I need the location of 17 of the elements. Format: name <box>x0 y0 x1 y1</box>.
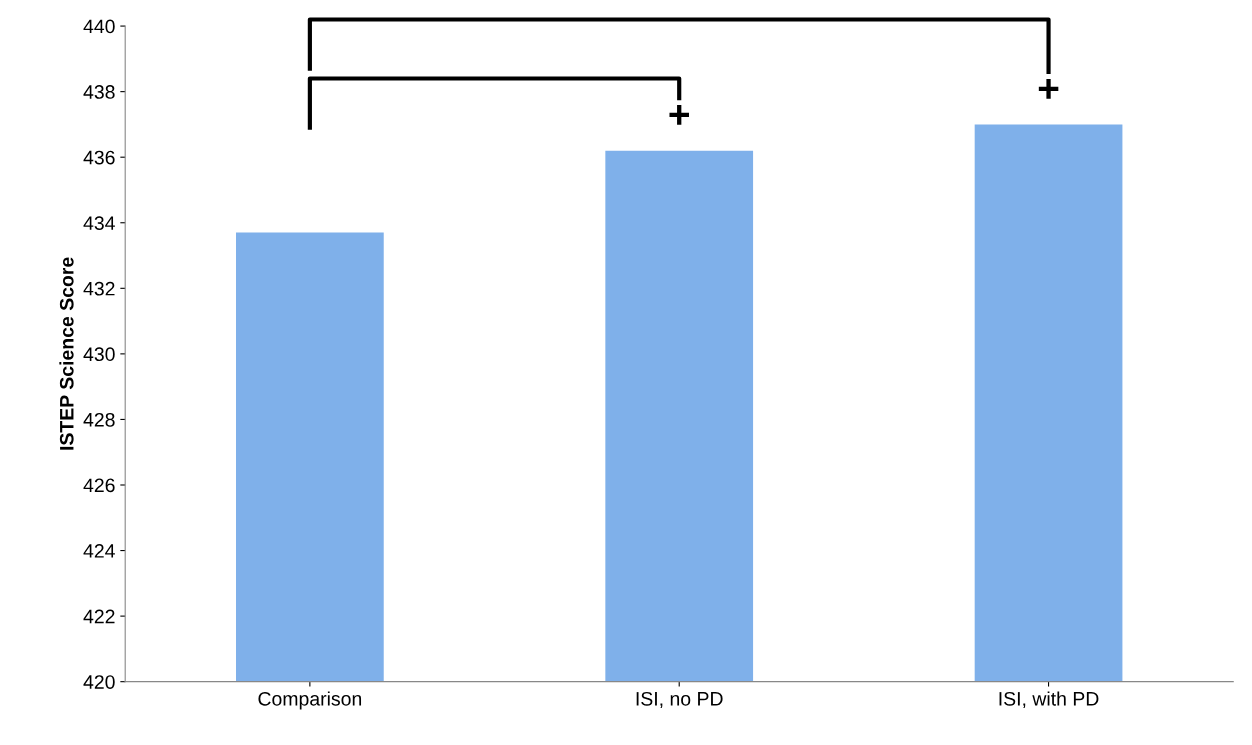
y-tick-label: 420 <box>83 675 115 689</box>
annotation: + <box>669 105 689 125</box>
y-axis-title: ISTEP Science Score <box>59 257 74 450</box>
x-tick-label: Comparison <box>258 691 362 710</box>
y-tick-label: 428 <box>83 412 115 427</box>
y-tick-label: 438 <box>83 85 115 99</box>
y-tick-label: 426 <box>83 478 115 493</box>
annotation: + <box>1038 78 1059 99</box>
x-tick-label: ISI, with PD <box>999 691 1099 708</box>
y-tick-label: 436 <box>83 150 115 165</box>
y-tick-label: 432 <box>83 281 115 296</box>
y-tick-label: 424 <box>83 544 115 558</box>
y-tick-label: 422 <box>83 609 115 624</box>
x-tick-label: ISI, no PD <box>636 691 723 708</box>
y-tick-label: 430 <box>83 347 115 362</box>
y-tick-label: 440 <box>83 19 115 34</box>
y-tick-label: 434 <box>83 216 115 230</box>
